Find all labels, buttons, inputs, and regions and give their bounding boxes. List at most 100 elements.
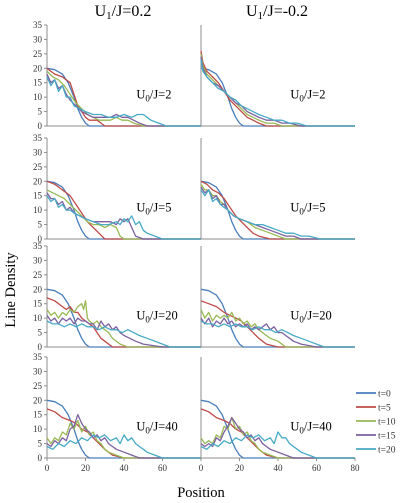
y-tick-label: 20 [33,284,43,294]
panel-r2-c0: 0 5 10 15 20 25 30 35 U0/J=20 [33,241,201,352]
series-line-t-10 [200,53,355,127]
legend-label: t=15 [378,432,396,442]
x-tick-label: 20 [81,463,91,473]
series-line-t-20 [200,59,355,127]
y-tick-label: 10 [33,424,43,434]
y-tick-label: 30 [33,366,43,376]
panel-label: U0/J=5 [290,201,325,217]
series-line-t-15 [46,414,201,459]
y-tick-label: 10 [33,313,43,323]
x-tick-label: 80 [351,463,361,473]
series-line-t-20 [200,320,355,348]
y-tick-label: 15 [33,191,43,201]
column-title-left: U1/J=0.2 [95,3,152,22]
column-title-right: U1/J=-0.2 [246,3,308,22]
series-line-t-20 [46,195,201,240]
x-tick-label: 60 [158,463,168,473]
panel-label: U0/J=5 [136,201,171,217]
y-tick-label: 10 [33,92,43,102]
y-tick-label: 0 [38,234,43,244]
y-tick-label: 35 [33,20,43,30]
series-line-t-5 [46,297,201,348]
series-line-t-10 [200,309,355,348]
panel-label: U0/J=40 [136,420,177,436]
series-line-t-0 [200,288,355,348]
y-tick-label: 15 [33,78,43,88]
y-tick-label: 30 [33,34,43,44]
legend-label: t=20 [378,446,396,456]
series-line-t-15 [46,192,201,240]
series-line-t-0 [200,399,355,459]
x-tick-label: 20 [235,463,245,473]
series-line-t-15 [200,317,355,348]
panel-label: U0/J=2 [136,88,171,104]
y-tick-label: 30 [33,147,43,157]
series-line-t-15 [200,186,355,240]
x-tick-label: 0 [199,463,204,473]
panel-r0-c0: 0 5 10 15 20 25 30 35 U0/J=2 [33,20,201,131]
y-tick-label: 25 [33,270,43,280]
y-tick-label: 25 [33,49,43,59]
series-line-t-5 [200,180,355,240]
panel-label: U0/J=40 [290,420,331,436]
figure-titles: U1/J=0.2 U1/J=-0.2 Line Density Position [3,3,308,501]
y-tick-label: 20 [33,176,43,186]
series-line-t-20 [46,320,201,348]
series-line-t-20 [46,434,201,459]
x-tick-label: 40 [120,463,130,473]
x-tick-label: 0 [45,463,50,473]
series-line-t-5 [46,67,201,127]
y-tick-label: 25 [33,162,43,172]
y-tick-label: 25 [33,381,43,391]
series-line-t-15 [46,73,201,127]
y-tick-label: 5 [38,439,43,449]
y-tick-label: 5 [38,220,43,230]
series-line-t-5 [200,50,355,127]
y-tick-label: 5 [38,328,43,338]
y-tick-label: 0 [38,342,43,352]
series-line-t-0 [46,399,201,459]
x-tick-label: 40 [274,463,284,473]
legend-label: t=0 [378,390,391,400]
series-line-t-20 [200,431,355,459]
series-line-t-20 [200,189,355,240]
panel-r2-c1: U0/J=20 [200,246,355,348]
y-tick-label: 35 [33,352,43,362]
panel-r3-c1: 0 20 40 60 80 U0/J=40 [199,357,360,473]
panel-label: U0/J=20 [290,309,331,325]
panel-r0-c1: U0/J=2 [200,25,355,127]
y-tick-label: 5 [38,107,43,117]
legend-label: t=5 [378,404,391,414]
panel-r3-c0: 0 5 10 15 20 25 30 35 0 20 40 60 U0/J=40 [33,352,201,473]
panel-r1-c0: 0 5 10 15 20 25 30 35 U0/J=5 [33,133,201,244]
series-line-t-15 [46,314,201,348]
panel-label: U0/J=20 [136,309,177,325]
y-tick-label: 35 [33,241,43,251]
panel-r1-c1: U0/J=5 [200,138,355,240]
y-tick-label: 0 [38,121,43,131]
y-tick-label: 35 [33,133,43,143]
legend-label: t=10 [378,418,396,428]
series-line-t-10 [46,419,201,459]
y-axis-title: Line Density [3,252,19,328]
y-tick-label: 0 [38,453,43,463]
y-tick-label: 15 [33,299,43,309]
y-tick-label: 20 [33,63,43,73]
series-line-t-0 [200,67,355,127]
y-tick-label: 10 [33,205,43,215]
series-line-t-5 [46,408,201,459]
panel-label: U0/J=2 [290,88,325,104]
series-line-t-10 [200,416,355,459]
series-line-t-10 [46,189,201,240]
series-line-t-20 [46,76,201,127]
legend: t=0 t=5 t=10 t=15 t=20 [356,390,396,456]
x-tick-label: 60 [312,463,322,473]
x-axis-title: Position [177,485,225,501]
series-line-t-10 [46,300,201,348]
y-tick-label: 30 [33,255,43,265]
y-tick-label: 20 [33,395,43,405]
series-line-t-15 [200,416,355,459]
y-tick-label: 15 [33,410,43,420]
